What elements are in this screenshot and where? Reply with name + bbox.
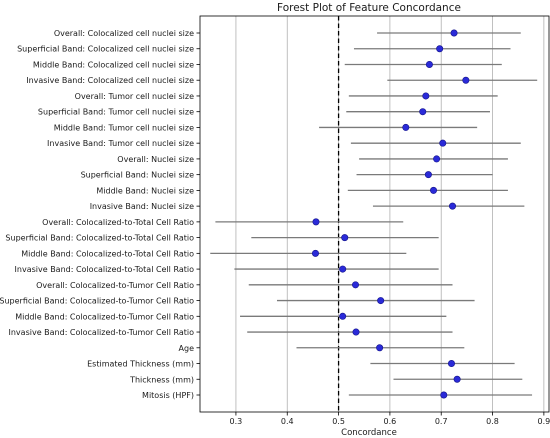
y-tick-label: Superficial Band: Nuclei size (81, 171, 194, 180)
estimate-point (425, 60, 433, 68)
y-tick-label: Estimated Thickness (mm) (87, 360, 194, 369)
x-tick-labels: 0.3 0.4 0.5 0.6 0.7 0.8 0.9 (230, 412, 550, 426)
y-tick-label: Overall: Nuclei size (117, 155, 194, 164)
estimate-point (449, 202, 457, 210)
estimate-point (376, 344, 384, 352)
ci-layer (210, 32, 538, 396)
estimate-point (436, 45, 444, 53)
y-tick-label: Overall: Colocalized cell nuclei size (54, 29, 194, 38)
grid-layer (235, 16, 545, 412)
chart-title: Forest Plot of Feature Concordance (277, 2, 461, 14)
y-tick-label: Invasive Band: Colocalized-to-Tumor Cell… (9, 328, 195, 337)
y-tick-label: Invasive Band: Colocalized cell nuclei s… (26, 76, 194, 85)
estimate-point (430, 186, 438, 194)
y-tick-label: Overall: Colocalized-to-Tumor Cell Ratio (36, 281, 194, 290)
y-tick-label: Invasive Band: Nuclei size (90, 202, 194, 211)
x-tick-label: 0.4 (281, 417, 294, 426)
x-axis-label: Concordance (341, 428, 397, 438)
estimate-point (422, 92, 430, 100)
y-tick-label: Superficial Band: Tumor cell nuclei size (38, 108, 194, 117)
estimate-point (462, 76, 470, 84)
estimate-point (453, 375, 461, 383)
y-tick-label: Invasive Band: Colocalized-to-Total Cell… (15, 265, 195, 274)
y-tick-label: Mitosis (HPF) (142, 391, 194, 400)
estimate-point (341, 234, 349, 242)
x-tick-label: 0.9 (538, 417, 550, 426)
estimate-point (352, 281, 360, 289)
y-tick-labels: Overall: Colocalized cell nuclei size Sup… (0, 29, 200, 400)
estimate-point (339, 265, 347, 273)
estimate-point (311, 249, 319, 257)
x-tick-label: 0.7 (435, 417, 448, 426)
y-tick-label: Superficial Band: Colocalized-to-Tumor C… (0, 297, 194, 306)
y-tick-label: Middle Band: Colocalized-to-Total Cell R… (21, 249, 194, 258)
estimate-point (419, 108, 427, 116)
estimate-point (339, 312, 347, 320)
y-tick-label: Age (179, 344, 195, 353)
y-tick-label: Overall: Colocalized-to-Total Cell Ratio (42, 218, 194, 227)
x-tick-label: 0.8 (486, 417, 499, 426)
y-tick-label: Thickness (mm) (129, 375, 194, 384)
y-tick-label: Middle Band: Colocalized-to-Tumor Cell R… (15, 312, 194, 321)
estimate-point (312, 218, 320, 226)
y-tick-label: Middle Band: Colocalized cell nuclei siz… (33, 60, 194, 69)
x-tick-label: 0.5 (332, 417, 345, 426)
estimate-point (424, 171, 432, 179)
estimate-point (440, 391, 448, 399)
point-layer (311, 29, 470, 399)
estimate-point (352, 328, 360, 336)
estimate-point (402, 123, 410, 131)
y-tick-label: Invasive Band: Tumor cell nuclei size (47, 139, 194, 148)
estimate-point (447, 360, 455, 368)
y-tick-label: Superficial Band: Colocalized-to-Total C… (5, 234, 194, 243)
y-tick-label: Overall: Tumor cell nuclei size (75, 92, 194, 101)
x-tick-label: 0.6 (384, 417, 397, 426)
estimate-point (377, 297, 385, 305)
estimate-point (433, 155, 441, 163)
y-tick-label: Middle Band: Nuclei size (96, 186, 194, 195)
x-tick-label: 0.3 (230, 417, 243, 426)
y-tick-label: Superficial Band: Colocalized cell nucle… (17, 45, 194, 54)
estimate-point (450, 29, 458, 37)
y-tick-label: Middle Band: Tumor cell nuclei size (54, 123, 194, 132)
plot-frame (199, 15, 550, 413)
estimate-point (439, 139, 447, 147)
